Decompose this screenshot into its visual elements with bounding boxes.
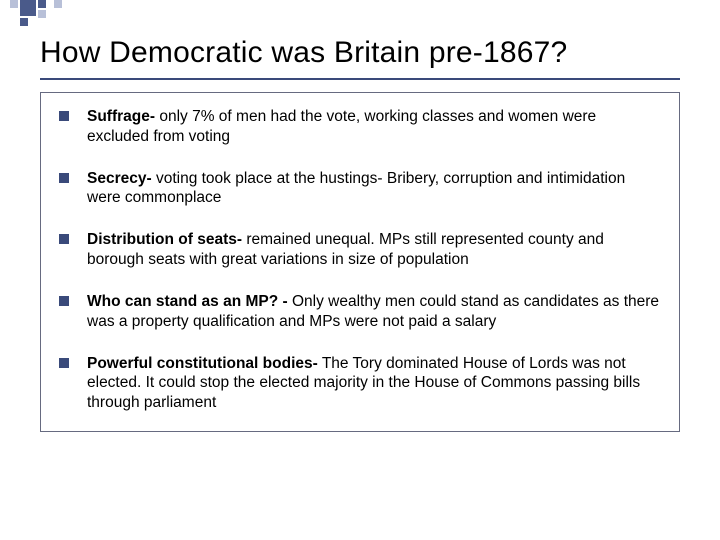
bullet-icon xyxy=(59,173,69,183)
list-item: Secrecy- voting took place at the hustin… xyxy=(59,169,661,209)
bullet-text: Suffrage- only 7% of men had the vote, w… xyxy=(87,107,661,147)
bullet-icon xyxy=(59,296,69,306)
bullet-text: Who can stand as an MP? - Only wealthy m… xyxy=(87,292,661,332)
bullet-icon xyxy=(59,358,69,368)
bullet-list: Suffrage- only 7% of men had the vote, w… xyxy=(59,107,661,413)
bullet-icon xyxy=(59,234,69,244)
bullet-text: Distribution of seats- remained unequal.… xyxy=(87,230,661,270)
bullet-text: Powerful constitutional bodies- The Tory… xyxy=(87,354,661,413)
bullet-icon xyxy=(59,111,69,121)
slide-container: How Democratic was Britain pre-1867? Suf… xyxy=(0,0,720,540)
list-item: Distribution of seats- remained unequal.… xyxy=(59,230,661,270)
list-item: Suffrage- only 7% of men had the vote, w… xyxy=(59,107,661,147)
list-item: Powerful constitutional bodies- The Tory… xyxy=(59,354,661,413)
bullet-text: Secrecy- voting took place at the hustin… xyxy=(87,169,661,209)
list-item: Who can stand as an MP? - Only wealthy m… xyxy=(59,292,661,332)
content-box: Suffrage- only 7% of men had the vote, w… xyxy=(40,92,680,432)
title-underline xyxy=(40,78,680,80)
slide-title: How Democratic was Britain pre-1867? xyxy=(40,36,680,70)
